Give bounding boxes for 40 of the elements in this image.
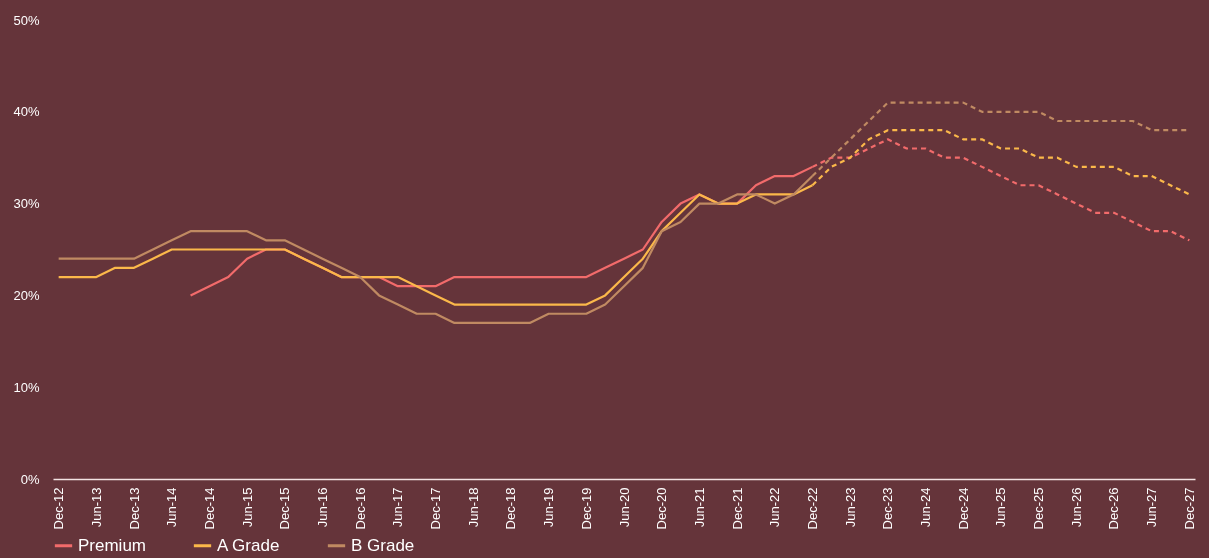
x-tick-label: Jun-27 <box>1144 487 1160 528</box>
x-tick-label: Jun-16 <box>314 487 330 528</box>
legend-label: B Grade <box>351 535 415 555</box>
x-tick-label: Dec-21 <box>729 487 745 530</box>
x-tick-label: Dec-13 <box>126 487 142 530</box>
x-tick-label: Dec-14 <box>201 487 217 530</box>
y-tick-label: 0% <box>20 471 40 487</box>
legend-label: A Grade <box>217 535 280 555</box>
x-tick-label: Dec-19 <box>578 487 594 530</box>
y-tick-label: 50% <box>13 12 40 28</box>
x-tick-label: Jun-24 <box>918 487 934 528</box>
legend-label: Premium <box>78 535 147 555</box>
x-tick-label: Dec-17 <box>428 487 444 530</box>
x-tick-label: Jun-15 <box>239 487 255 528</box>
x-tick-label: Jun-13 <box>88 487 104 528</box>
x-tick-label: Dec-23 <box>880 487 896 530</box>
x-tick-label: Dec-24 <box>955 487 971 530</box>
x-tick-label: Jun-21 <box>691 487 707 528</box>
x-tick-label: Dec-12 <box>51 487 67 530</box>
y-tick-label: 30% <box>13 196 40 212</box>
y-tick-label: 20% <box>13 287 40 303</box>
x-tick-label: Jun-20 <box>616 487 632 528</box>
y-tick-label: 40% <box>13 104 40 120</box>
x-tick-label: Dec-26 <box>1106 487 1122 530</box>
x-tick-label: Jun-17 <box>390 487 406 528</box>
x-tick-label: Dec-15 <box>277 487 293 530</box>
x-tick-label: Jun-19 <box>541 487 557 528</box>
x-tick-label: Jun-18 <box>465 487 481 528</box>
x-tick-label: Jun-26 <box>1068 487 1084 528</box>
x-tick-label: Dec-22 <box>804 487 820 530</box>
x-tick-label: Dec-16 <box>352 487 368 530</box>
y-tick-label: 10% <box>13 379 40 395</box>
x-tick-label: Dec-25 <box>1031 487 1047 530</box>
x-tick-label: Dec-20 <box>654 487 670 530</box>
x-tick-label: Jun-23 <box>842 487 858 528</box>
x-tick-label: Dec-27 <box>1181 487 1197 530</box>
x-tick-label: Jun-25 <box>993 487 1009 528</box>
x-tick-label: Jun-14 <box>164 487 180 528</box>
x-tick-label: Jun-22 <box>767 487 783 528</box>
x-tick-label: Dec-18 <box>503 487 519 530</box>
